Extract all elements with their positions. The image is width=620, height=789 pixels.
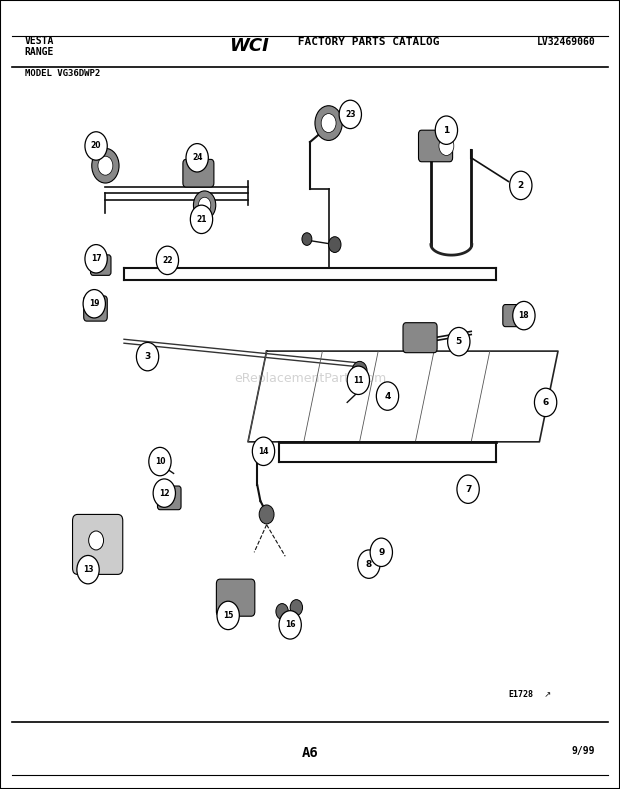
Circle shape bbox=[217, 601, 239, 630]
Circle shape bbox=[98, 156, 113, 175]
Circle shape bbox=[448, 327, 470, 356]
Circle shape bbox=[360, 554, 372, 570]
Circle shape bbox=[149, 447, 171, 476]
Circle shape bbox=[347, 366, 370, 394]
Text: 1: 1 bbox=[443, 125, 449, 135]
Circle shape bbox=[153, 479, 175, 507]
FancyBboxPatch shape bbox=[157, 486, 181, 510]
Text: 21: 21 bbox=[197, 215, 206, 224]
Circle shape bbox=[510, 171, 532, 200]
Circle shape bbox=[315, 106, 342, 140]
Text: RANGE: RANGE bbox=[25, 47, 54, 58]
Text: 11: 11 bbox=[353, 376, 363, 385]
Text: A6: A6 bbox=[301, 746, 319, 760]
Circle shape bbox=[85, 132, 107, 160]
Text: 18: 18 bbox=[518, 311, 529, 320]
Circle shape bbox=[89, 531, 104, 550]
Circle shape bbox=[198, 197, 211, 213]
FancyBboxPatch shape bbox=[403, 323, 437, 353]
Text: WCI: WCI bbox=[229, 37, 269, 55]
Circle shape bbox=[77, 555, 99, 584]
Circle shape bbox=[374, 551, 386, 567]
FancyBboxPatch shape bbox=[183, 159, 214, 187]
Text: 22: 22 bbox=[162, 256, 172, 265]
Circle shape bbox=[321, 114, 336, 133]
Text: 15: 15 bbox=[223, 611, 233, 620]
FancyBboxPatch shape bbox=[91, 255, 111, 275]
Circle shape bbox=[302, 233, 312, 245]
Circle shape bbox=[136, 342, 159, 371]
Text: 19: 19 bbox=[89, 299, 99, 308]
Circle shape bbox=[339, 100, 361, 129]
Text: ↗: ↗ bbox=[539, 690, 552, 699]
Circle shape bbox=[358, 550, 380, 578]
Text: 9/99: 9/99 bbox=[572, 746, 595, 756]
Text: MODEL VG36DWP2: MODEL VG36DWP2 bbox=[25, 69, 100, 78]
Circle shape bbox=[186, 144, 208, 172]
Text: 5: 5 bbox=[456, 337, 462, 346]
Text: 23: 23 bbox=[345, 110, 355, 119]
Circle shape bbox=[252, 437, 275, 466]
Circle shape bbox=[370, 538, 392, 567]
Text: 24: 24 bbox=[192, 153, 202, 163]
Text: 12: 12 bbox=[159, 488, 169, 498]
Circle shape bbox=[92, 148, 119, 183]
Circle shape bbox=[439, 136, 454, 155]
Circle shape bbox=[329, 237, 341, 252]
Text: 17: 17 bbox=[91, 254, 102, 264]
Circle shape bbox=[276, 604, 288, 619]
Circle shape bbox=[534, 388, 557, 417]
Text: 4: 4 bbox=[384, 391, 391, 401]
Text: 13: 13 bbox=[83, 565, 93, 574]
FancyBboxPatch shape bbox=[73, 514, 123, 574]
Circle shape bbox=[290, 600, 303, 615]
Text: 8: 8 bbox=[366, 559, 372, 569]
Circle shape bbox=[156, 246, 179, 275]
Circle shape bbox=[193, 191, 216, 219]
Circle shape bbox=[83, 290, 105, 318]
Text: E1728: E1728 bbox=[508, 690, 533, 699]
Circle shape bbox=[376, 382, 399, 410]
Text: 3: 3 bbox=[144, 352, 151, 361]
Text: 6: 6 bbox=[542, 398, 549, 407]
Text: 14: 14 bbox=[259, 447, 268, 456]
Text: 2: 2 bbox=[518, 181, 524, 190]
Circle shape bbox=[352, 361, 367, 380]
Text: 16: 16 bbox=[285, 620, 295, 630]
FancyBboxPatch shape bbox=[503, 305, 526, 327]
Circle shape bbox=[435, 116, 458, 144]
Circle shape bbox=[190, 205, 213, 234]
Text: eReplacementParts.com: eReplacementParts.com bbox=[234, 372, 386, 385]
Circle shape bbox=[85, 245, 107, 273]
Text: 7: 7 bbox=[465, 484, 471, 494]
FancyBboxPatch shape bbox=[84, 296, 107, 321]
Circle shape bbox=[513, 301, 535, 330]
Circle shape bbox=[259, 505, 274, 524]
FancyBboxPatch shape bbox=[418, 130, 453, 162]
Circle shape bbox=[457, 475, 479, 503]
Circle shape bbox=[159, 461, 169, 473]
Circle shape bbox=[279, 611, 301, 639]
FancyBboxPatch shape bbox=[216, 579, 255, 616]
Text: LV32469060: LV32469060 bbox=[536, 37, 595, 47]
Text: 20: 20 bbox=[91, 141, 101, 151]
Text: 10: 10 bbox=[155, 457, 165, 466]
Text: VESTA: VESTA bbox=[25, 36, 54, 46]
Text: FACTORY PARTS CATALOG: FACTORY PARTS CATALOG bbox=[291, 37, 440, 47]
Text: 9: 9 bbox=[378, 548, 384, 557]
